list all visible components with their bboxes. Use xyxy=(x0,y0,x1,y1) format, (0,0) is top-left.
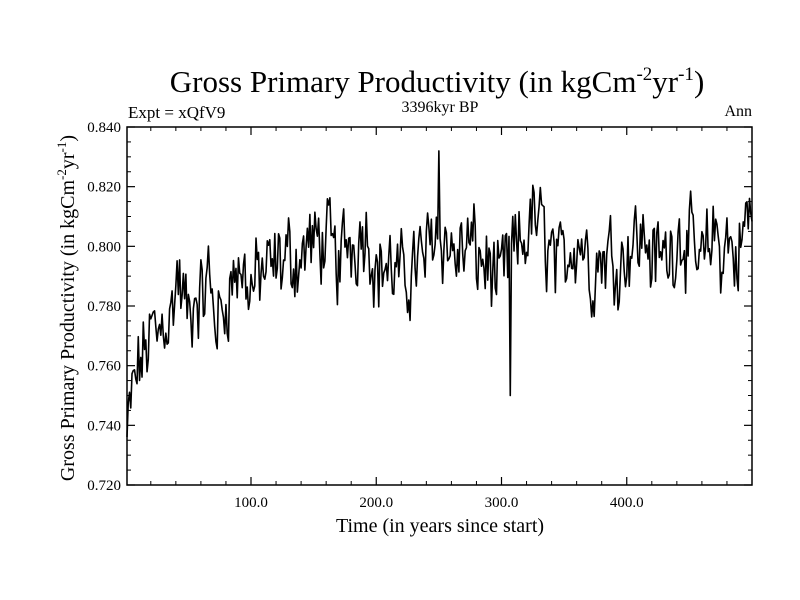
x-tick-label: 200.0 xyxy=(359,495,393,511)
series-line-annual-gpp xyxy=(126,150,753,438)
y-tick-label: 0.780 xyxy=(87,299,121,315)
x-tick-label: 100.0 xyxy=(234,495,268,511)
y-tick-label: 0.760 xyxy=(87,359,121,375)
plot-area xyxy=(126,150,753,438)
season-label: Ann xyxy=(724,103,752,120)
x-tick-label: 300.0 xyxy=(485,495,519,511)
chart-title: Gross Primary Productivity (in kgCm-2yr-… xyxy=(170,64,705,99)
y-tick-label: 0.740 xyxy=(87,418,121,434)
y-axis-label: Gross Primary Productivity (in kgCm-2yr-… xyxy=(54,135,79,481)
plot-frame xyxy=(126,126,753,486)
y-tick-label: 0.840 xyxy=(87,120,121,136)
x-axis-label: Time (in years since start) xyxy=(336,515,544,537)
x-tick-label: 400.0 xyxy=(610,495,644,511)
time-period-label: 3396kyr BP xyxy=(402,99,479,116)
axis-ticks: 0.720 0.740 0.760 0.780 0.800 0.820 0.840 100.0… xyxy=(87,120,752,511)
y-tick-label: 0.720 xyxy=(87,478,121,494)
y-tick-label: 0.820 xyxy=(87,180,121,196)
y-tick-label: 0.800 xyxy=(87,239,121,255)
experiment-label: Expt = xQfV9 xyxy=(128,103,225,122)
